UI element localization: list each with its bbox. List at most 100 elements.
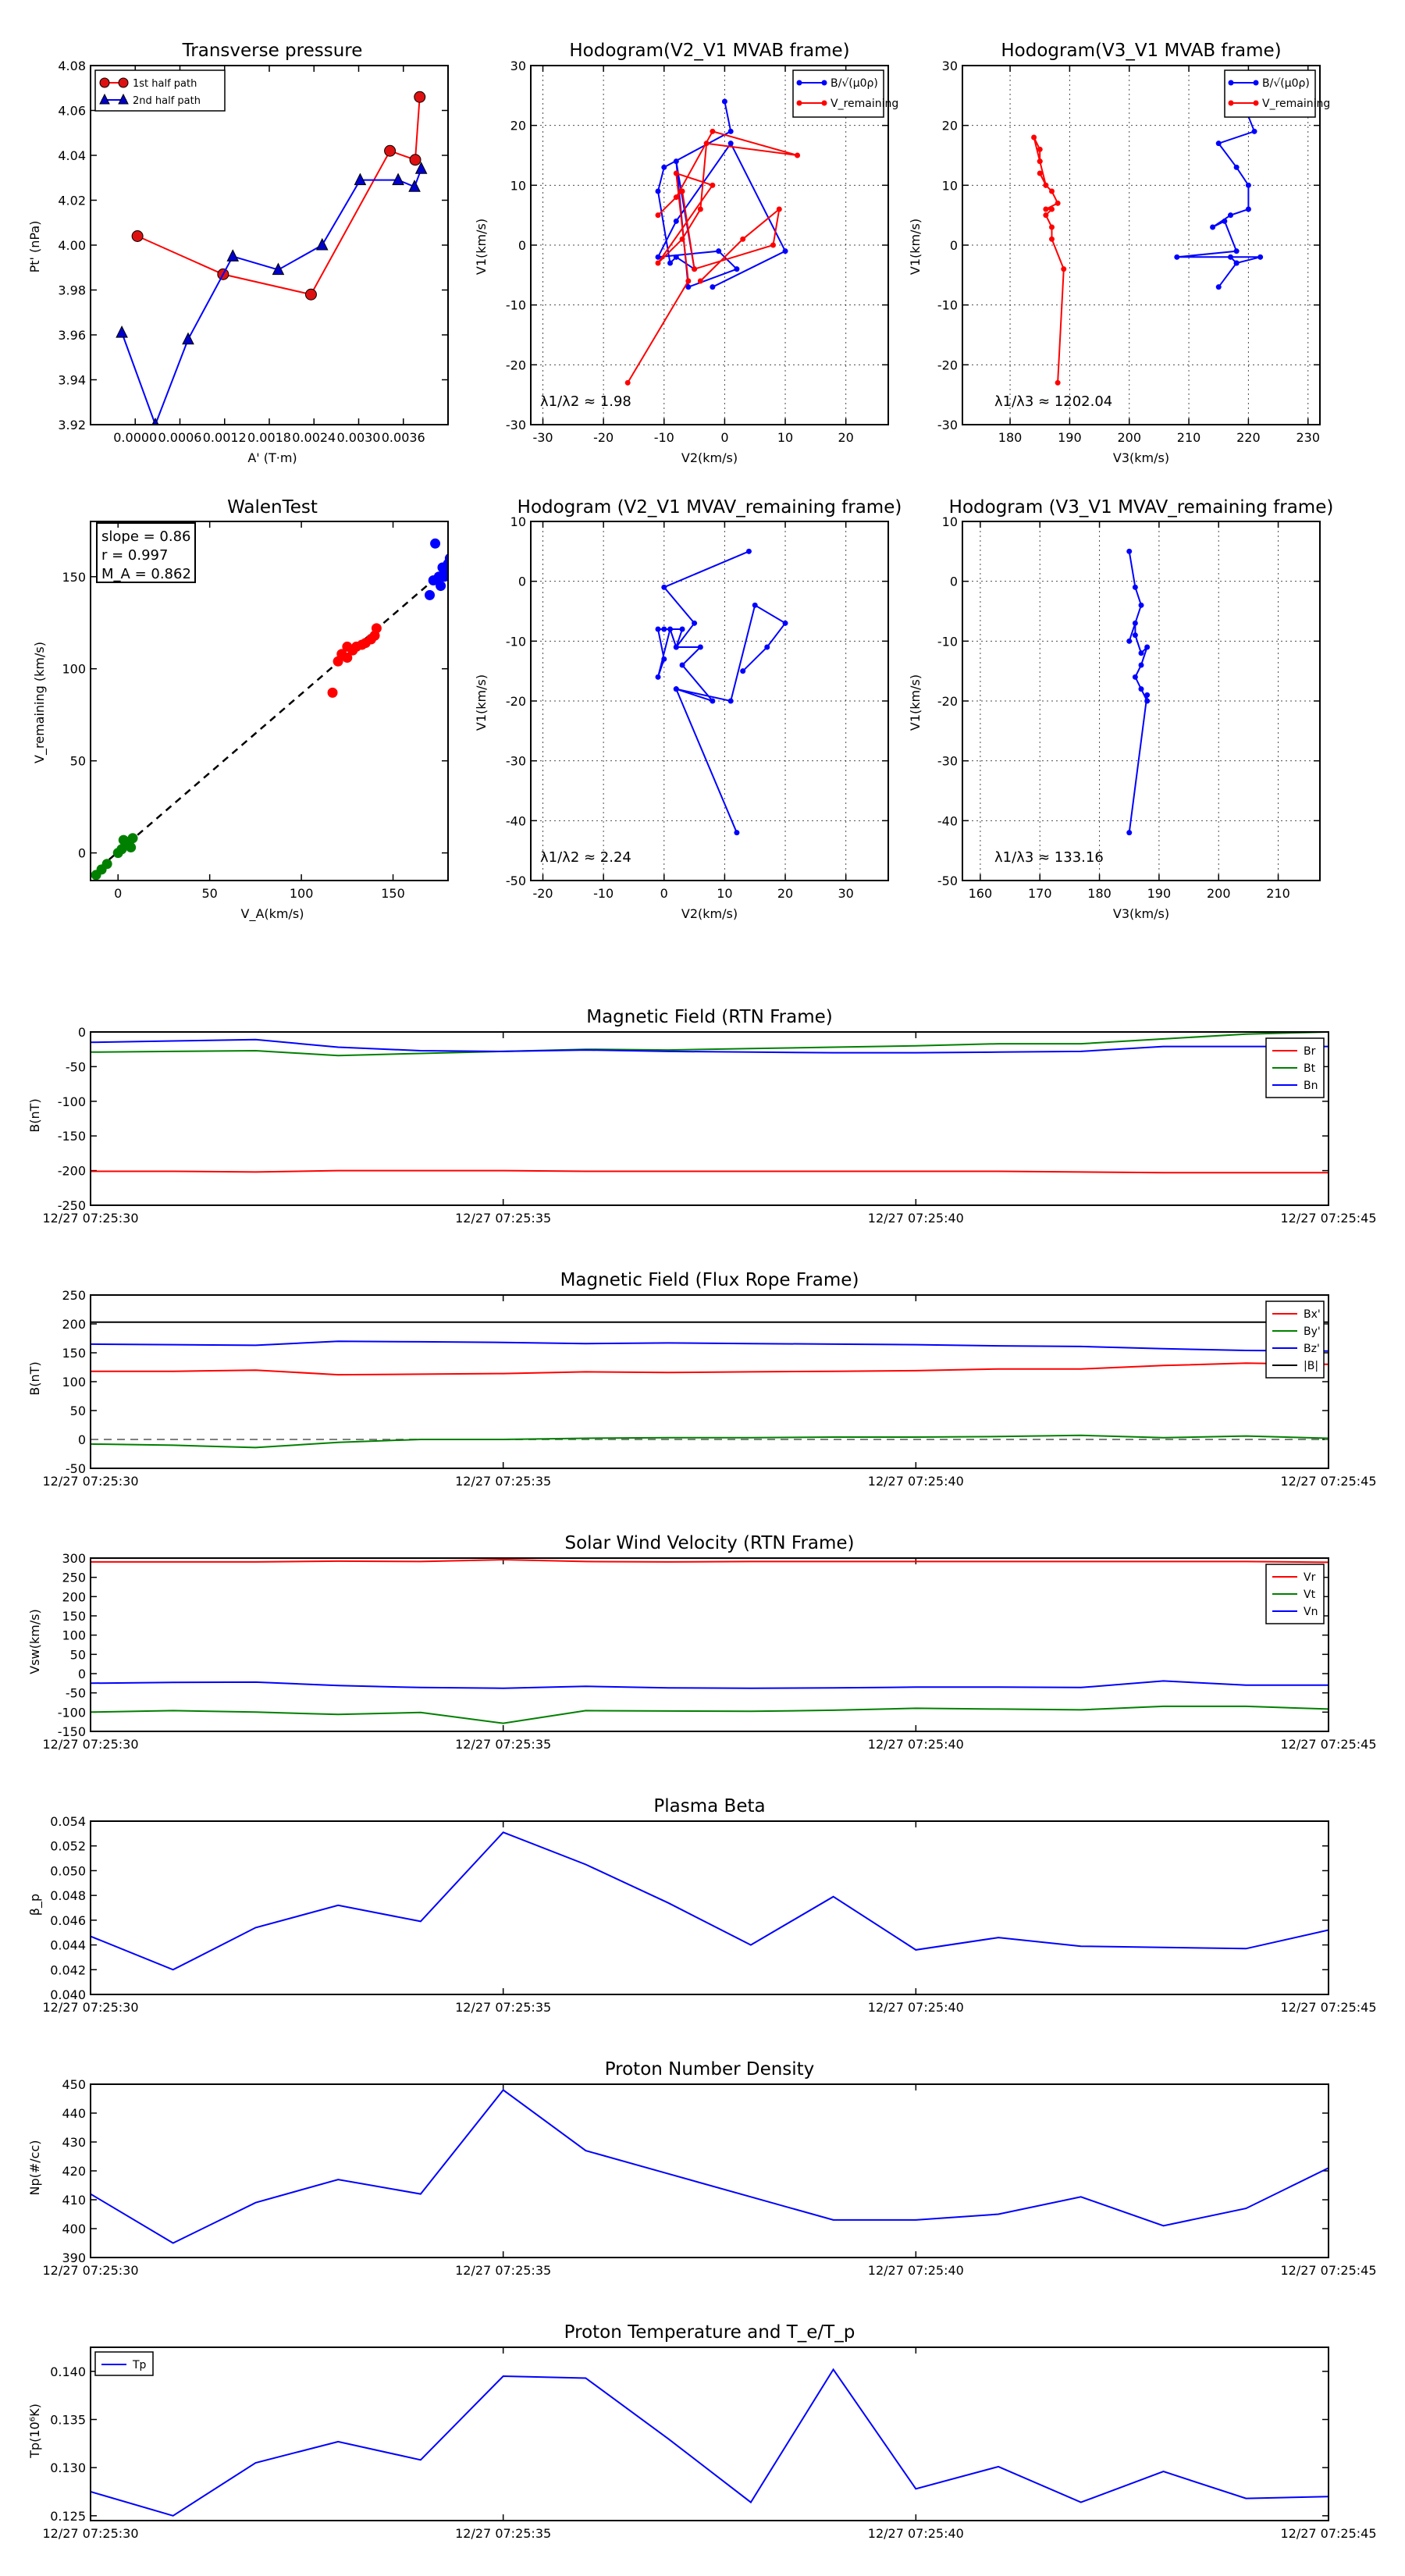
walen-point-red — [327, 687, 338, 698]
y-tick-label: -10 — [506, 298, 526, 313]
hodo-point — [1233, 164, 1240, 170]
hodo-point — [1126, 830, 1133, 836]
y-tick-label: 0.044 — [50, 1938, 86, 1953]
x-tick-label: -10 — [654, 430, 674, 445]
x-tick-label: 12/27 07:25:40 — [868, 1474, 964, 1489]
x-tick-label: 100 — [290, 886, 314, 901]
x-tick-label: 180 — [998, 430, 1023, 445]
y-tick-label: -150 — [58, 1129, 86, 1144]
legend-label: Vt — [1304, 1589, 1316, 1601]
y-tick-label: -250 — [58, 1198, 86, 1213]
y-tick-label: 0 — [78, 1667, 86, 1681]
plot-area — [1126, 548, 1151, 836]
hodo-point — [1132, 674, 1138, 680]
x-tick-label: 190 — [1058, 430, 1082, 445]
x-tick-label: 12/27 07:25:45 — [1280, 2526, 1376, 2541]
hodo-point — [1233, 260, 1240, 266]
xlabel-hodo-v2-mvab: V2(km/s) — [681, 450, 738, 465]
x-tick-label: 12/27 07:25:45 — [1280, 1211, 1376, 1226]
x-tick-label: 12/27 07:25:45 — [1280, 1474, 1376, 1489]
plot-area — [91, 1032, 1329, 1174]
chart-hodo_v3_mvav: 160 170 180 190 200 210 -50 -40 -30 -20 -10 0 10 — [937, 514, 1321, 901]
plots-layer: 0.0000 0.0006 0.0012 0.0018 0.0024 0.0030 0.00… — [42, 59, 1376, 2541]
walen-point-red — [371, 623, 382, 634]
hodo-point — [1174, 254, 1180, 260]
plot-area — [116, 91, 428, 425]
legend-dot — [821, 100, 827, 106]
walen-point-red — [336, 649, 347, 660]
hodo-point — [1228, 212, 1233, 219]
ylabel-transverse: Pt' (nPa) — [27, 221, 42, 273]
title-beta: Plasma Beta — [653, 1796, 765, 1816]
y-tick-label: -20 — [937, 694, 958, 709]
hodo-point — [667, 626, 674, 632]
hodo-point — [673, 644, 679, 650]
y-tick-label: 390 — [62, 2250, 86, 2265]
legend-label: Tp — [132, 2359, 147, 2371]
series-line-B/√(μ0ρ) — [1176, 101, 1261, 288]
y-tick-label: 10 — [510, 178, 526, 193]
hodo-point — [1138, 686, 1144, 692]
y-tick-label: 100 — [62, 1628, 86, 1643]
y-tick-label: 0.130 — [50, 2460, 86, 2475]
y-tick-label: 50 — [70, 754, 86, 769]
hodo-point — [727, 698, 734, 704]
transverse-circle — [409, 154, 422, 166]
legend-label: Bn — [1304, 1080, 1318, 1092]
y-tick-label: 150 — [62, 570, 86, 585]
y-tick-label: 50 — [70, 1404, 86, 1418]
hodo-point — [661, 584, 667, 590]
y-tick-label: -30 — [937, 754, 958, 769]
title-transverse: Transverse pressure — [182, 41, 363, 61]
y-tick-label: 4.04 — [58, 148, 86, 163]
walen-point-blue — [444, 553, 448, 564]
legend-label: Vr — [1304, 1571, 1316, 1584]
x-tick-label: 20 — [838, 430, 853, 445]
walen-point-blue — [430, 538, 441, 549]
x-tick-label: -20 — [532, 886, 553, 901]
y-tick-label: 0.135 — [50, 2413, 86, 2428]
axes-frame — [962, 521, 1321, 881]
ratio-hodo-v3-mvab: λ1/λ3 ≈ 1202.04 — [994, 393, 1112, 410]
title-walen: WalenTest — [227, 497, 318, 518]
x-tick-label: 12/27 07:25:35 — [455, 1211, 551, 1226]
ylabel-hodo-v3-mvab: V1(km/s) — [908, 219, 923, 275]
legend-dot — [821, 80, 827, 86]
hodo-point — [740, 668, 746, 674]
series-line-Bn — [91, 1038, 1329, 1054]
title-hodo-v3-mvav: Hodogram (V3_V1 MVAV_remaining frame) — [949, 497, 1334, 518]
y-tick-label: 430 — [62, 2135, 86, 2150]
hodo-point — [655, 188, 661, 194]
walen-point-green — [101, 859, 112, 870]
y-tick-label: 0 — [950, 575, 958, 589]
legend-label: 1st half path — [133, 78, 197, 90]
y-tick-label: -30 — [506, 418, 526, 432]
legend-box — [94, 69, 226, 112]
x-tick-label: 170 — [1028, 886, 1052, 901]
x-tick-label: 12/27 07:25:35 — [455, 2526, 551, 2541]
title-vsw: Solar Wind Velocity (RTN Frame) — [564, 1533, 854, 1553]
y-tick-label: 0.048 — [50, 1888, 86, 1903]
y-tick-label: -50 — [66, 1461, 86, 1476]
hodo-point — [661, 164, 667, 170]
series-line-Vn — [91, 1680, 1329, 1689]
y-tick-label: 150 — [62, 1346, 86, 1361]
legend-label: By' — [1304, 1325, 1321, 1338]
y-tick-label: -10 — [937, 298, 958, 313]
y-tick-label: 0.042 — [50, 1962, 86, 1977]
ratio-hodo-v3-mvav: λ1/λ3 ≈ 133.16 — [994, 849, 1104, 866]
transverse-triangle — [272, 262, 285, 276]
legend-dot — [796, 80, 802, 86]
axes-frame — [962, 65, 1321, 425]
hodo-point — [721, 98, 727, 105]
legend-hodo_v2_mvab: B/√(μ0ρ) V_remaining — [792, 69, 898, 118]
title-hodo-v2-mvav: Hodogram (V2_V1 MVAV_remaining frame) — [518, 497, 902, 518]
y-tick-label: -10 — [937, 634, 958, 649]
hodo-point — [795, 152, 801, 158]
y-tick-label: 200 — [62, 1317, 86, 1332]
transverse-triangle — [116, 326, 128, 338]
legend-label: |B| — [1304, 1360, 1318, 1372]
x-tick-label: 230 — [1296, 430, 1320, 445]
hodo-point — [745, 548, 752, 554]
hodo-point — [1233, 248, 1240, 254]
